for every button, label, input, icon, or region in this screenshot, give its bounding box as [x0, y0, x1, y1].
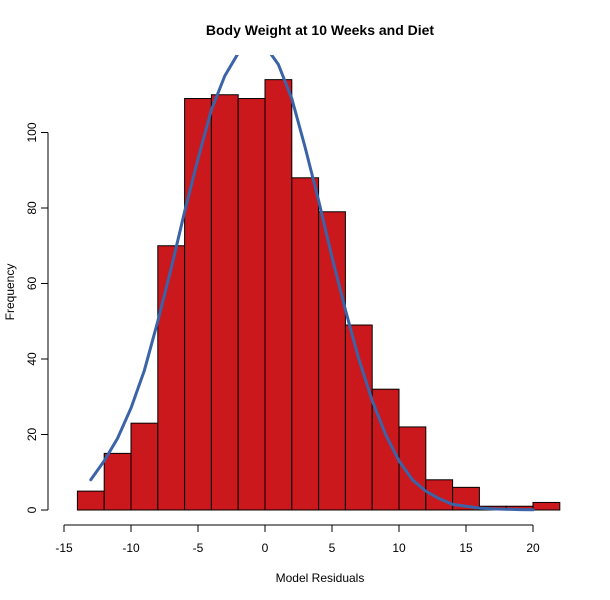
x-axis-label: Model Residuals [276, 571, 365, 585]
histogram-bar [344, 324, 373, 511]
y-axis-label: Frequency [3, 264, 17, 321]
y-tick-label: 0 [25, 506, 39, 513]
x-tick-label: 10 [392, 541, 406, 555]
histogram-bar [210, 94, 239, 511]
x-tick-label: 15 [459, 541, 473, 555]
histogram-bar [157, 245, 186, 511]
y-tick-label: 20 [25, 428, 39, 442]
x-tick-label: 20 [526, 541, 540, 555]
y-tick-label: 100 [25, 122, 39, 142]
y-axis: 0 20 40 60 80 100 [25, 122, 49, 513]
chart-title: Body Weight at 10 Weeks and Diet [206, 22, 435, 38]
y-tick-label: 80 [25, 201, 39, 215]
density-curve [89, 55, 535, 512]
histogram-bar [532, 501, 561, 511]
y-tick-label: 40 [25, 352, 39, 366]
histogram-bar [264, 79, 293, 511]
x-tick-label: -10 [122, 541, 140, 555]
histogram-bar [130, 422, 159, 511]
x-tick-label: 5 [329, 541, 336, 555]
x-tick-label: 0 [262, 541, 269, 555]
histogram-bar [76, 490, 105, 511]
histogram-bar [103, 452, 132, 511]
x-tick-label: -5 [193, 541, 204, 555]
y-tick-label: 60 [25, 277, 39, 291]
x-tick-label: -15 [55, 541, 73, 555]
histogram-bar [291, 177, 320, 511]
x-axis: -15 -10 -5 0 5 10 15 20 [55, 524, 540, 555]
histogram-bars [76, 79, 561, 511]
histogram-bar [237, 98, 266, 511]
histogram-bar [184, 98, 212, 511]
